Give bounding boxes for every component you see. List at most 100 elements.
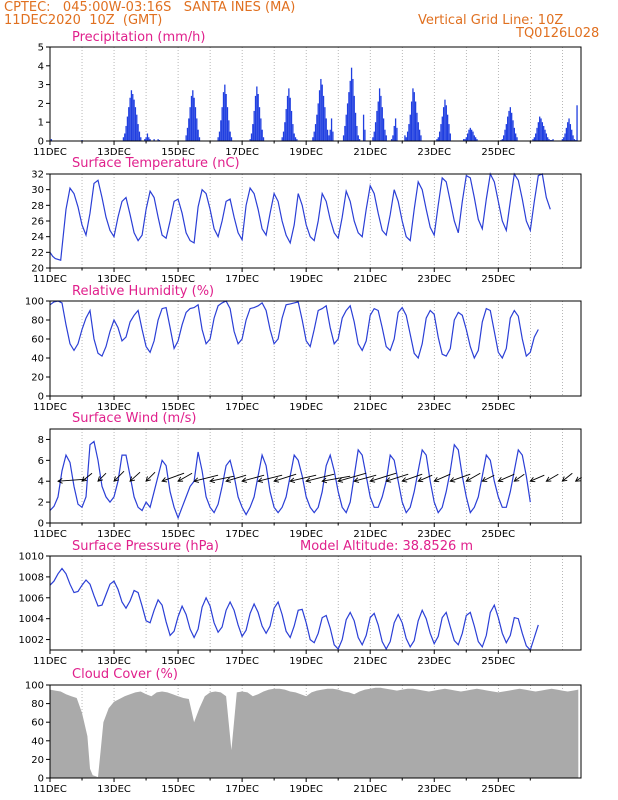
wind-arrow-head: [449, 477, 456, 483]
x-tick-label: 17DEC: [225, 402, 259, 413]
pres-panel: 1002 1004 1006 1008 1010 11DEC 13DEC 15DEC 17DEC…: [19, 539, 582, 667]
temp-title: Surface Temperature (nC): [72, 156, 240, 171]
y-tick-label: 20: [31, 264, 44, 275]
precip-bar: [511, 112, 513, 141]
rh-panel: 0 20 40 60 80 100 11DEC 13DEC 15DEC 17DEC 19DEC 21D…: [25, 284, 582, 413]
precip-bar: [258, 107, 261, 141]
precip-bar: [448, 124, 450, 141]
precip-bar: [230, 137, 233, 141]
precip-bar: [362, 114, 365, 141]
wind-arrow: [386, 473, 409, 482]
precip-bar: [218, 131, 221, 141]
pres-line: [49, 567, 539, 652]
header-grid-line: Vertical Grid Line: 10Z: [418, 13, 564, 28]
wind-arrow: [418, 474, 433, 482]
precip-frame: [49, 46, 582, 142]
y-tick-label: 2: [38, 498, 44, 509]
precip-bar: [137, 124, 139, 141]
temp-panel: 20 22 24 26 28 30 32 11DEC 13DEC 15DEC 17DEC 19DEC 2…: [31, 156, 582, 285]
y-tick-label: 28: [31, 201, 44, 212]
precip-bar: [296, 139, 298, 141]
precip-bar: [381, 107, 383, 141]
precip-bar: [573, 139, 576, 141]
wind-arrow-head: [81, 476, 88, 482]
precip-bar: [136, 114, 138, 141]
precip-bar: [330, 118, 333, 141]
x-tick-label: 15DEC: [161, 274, 195, 285]
precip-bar: [50, 139, 53, 141]
precip-bar: [324, 107, 326, 141]
precip-bar: [547, 137, 549, 141]
y-tick-label: 40: [31, 736, 44, 747]
precip-bar: [229, 131, 231, 141]
precip-bar: [418, 129, 421, 141]
rh-frame: [49, 300, 582, 397]
y-tick-label: 6: [38, 456, 44, 467]
precip-bar: [130, 90, 133, 141]
y-tick-label: 80: [31, 316, 44, 327]
y-tick-label: 26: [31, 217, 44, 228]
precip-bar: [221, 107, 223, 141]
precip-bar: [541, 122, 544, 141]
precip-bar: [192, 90, 194, 141]
precip-bar: [350, 67, 353, 141]
precip-bar: [384, 129, 386, 141]
precip-bar: [320, 78, 322, 141]
precip-bar: [189, 107, 191, 141]
precip-bar: [561, 139, 564, 141]
temp-frame: [49, 173, 582, 269]
precip-bar: [124, 133, 126, 141]
precip-bar: [540, 118, 542, 141]
precip-bar: [286, 95, 289, 141]
wind-arrow-head: [465, 476, 472, 482]
wind-arrow: [129, 471, 141, 482]
x-tick-label: 13DEC: [97, 529, 131, 540]
wind-arrow-head: [97, 476, 103, 482]
x-tick-label: 13DEC: [97, 147, 131, 158]
wind-arrow: [530, 474, 545, 482]
precip-bar: [364, 129, 366, 141]
precip-bar: [344, 125, 346, 141]
x-tick-label: 21DEC: [353, 402, 387, 413]
y-tick-label: 5: [38, 43, 44, 54]
precip-bar: [198, 137, 201, 141]
cloud-area: [50, 687, 579, 778]
wind-arrow-head: [209, 477, 216, 484]
y-tick-label: 4: [38, 61, 44, 72]
precip-bar: [226, 107, 229, 141]
precip-bar: [140, 137, 142, 141]
wind-arrow-head: [225, 477, 232, 483]
precip-bar: [357, 135, 359, 141]
precip-bar: [545, 133, 548, 141]
precip-bar: [572, 135, 574, 141]
precip-bar: [436, 139, 438, 141]
precip-bar: [505, 124, 507, 141]
precip-bar: [358, 139, 361, 141]
y-tick-label: 1006: [19, 593, 44, 604]
x-tick-label: 25DEC: [481, 402, 515, 413]
precip-bar: [516, 137, 518, 141]
precip-bar: [412, 88, 414, 141]
precip-bar: [249, 139, 251, 141]
y-tick-label: 60: [31, 335, 44, 346]
y-tick-label: 20: [31, 755, 44, 766]
precip-bar: [185, 135, 187, 141]
precip-bar: [356, 125, 358, 141]
x-tick-label: 15DEC: [161, 147, 195, 158]
wind-arrow-head: [385, 477, 392, 483]
x-tick-label: 19DEC: [289, 274, 323, 285]
precip-bar: [377, 101, 379, 141]
x-tick-label: 25DEC: [481, 784, 515, 795]
x-tick-label: 25DEC: [481, 147, 515, 158]
wind-arrow-head: [417, 477, 424, 483]
precip-bar: [393, 125, 395, 141]
precip-bar: [332, 131, 334, 141]
y-tick-label: 24: [31, 232, 44, 243]
precip-bar: [282, 131, 285, 141]
y-tick-label: 0: [38, 392, 44, 403]
precip-bar: [372, 137, 374, 141]
y-tick-label: 30: [31, 185, 44, 196]
precip-bar: [220, 120, 222, 141]
x-tick-label: 21DEC: [353, 274, 387, 285]
